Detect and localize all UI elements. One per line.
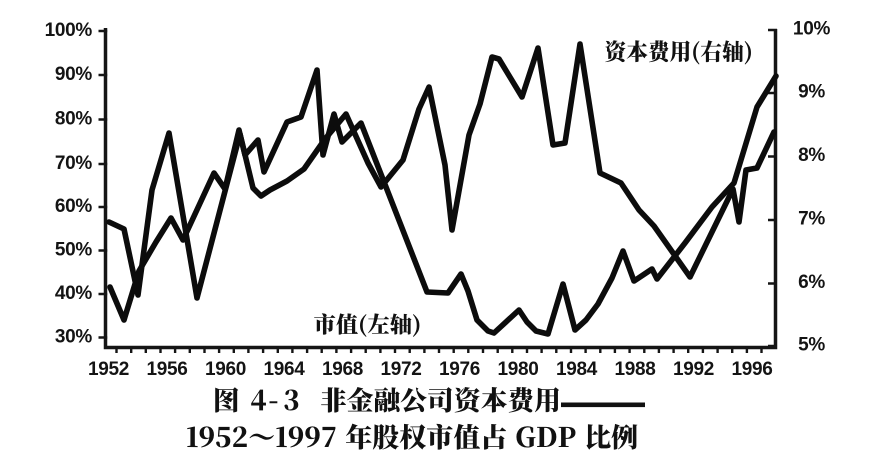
svg-text:100%: 100% (45, 20, 93, 41)
svg-text:50%: 50% (55, 239, 93, 260)
svg-text:8%: 8% (798, 145, 825, 166)
svg-text:60%: 60% (55, 196, 93, 217)
svg-text:30%: 30% (55, 326, 93, 347)
svg-text:40%: 40% (55, 283, 93, 304)
svg-text:1972: 1972 (380, 359, 421, 380)
svg-text:6%: 6% (798, 272, 825, 293)
svg-text:7%: 7% (798, 209, 825, 230)
svg-text:1968: 1968 (322, 359, 363, 380)
svg-text:1996: 1996 (731, 359, 772, 380)
svg-text:1976: 1976 (439, 359, 480, 380)
svg-text:1984: 1984 (556, 359, 598, 380)
svg-text:1988: 1988 (614, 359, 655, 380)
svg-text:1992: 1992 (673, 359, 714, 380)
svg-text:90%: 90% (55, 64, 93, 85)
svg-text:70%: 70% (55, 153, 93, 174)
svg-text:1960: 1960 (205, 359, 246, 380)
svg-text:80%: 80% (55, 108, 93, 129)
svg-text:10%: 10% (793, 19, 831, 40)
svg-text:9%: 9% (798, 82, 825, 103)
svg-text:1964: 1964 (263, 359, 305, 380)
svg-text:1956: 1956 (146, 359, 187, 380)
svg-text:1980: 1980 (497, 359, 538, 380)
svg-text:5%: 5% (798, 335, 825, 356)
svg-text:1952: 1952 (88, 359, 129, 380)
